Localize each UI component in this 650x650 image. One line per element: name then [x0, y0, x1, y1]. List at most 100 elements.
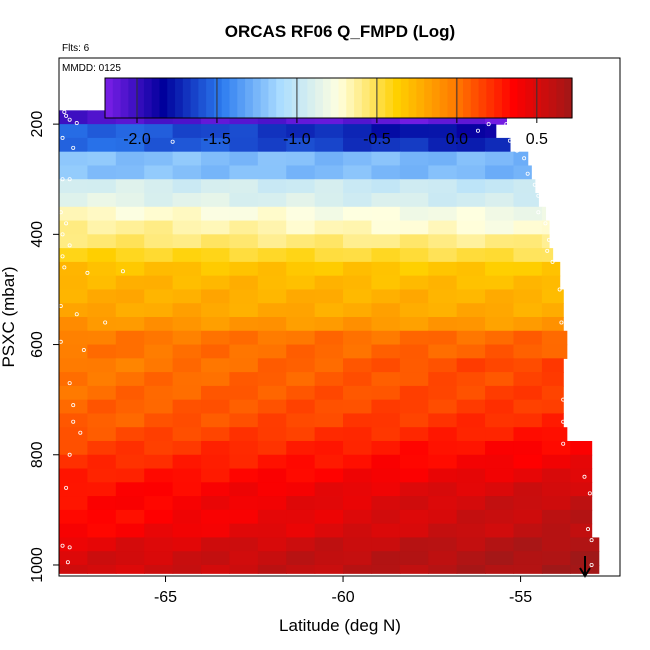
colorbar-segment: [408, 78, 417, 118]
heatmap-cell: [87, 468, 117, 483]
heatmap-cell: [87, 179, 117, 194]
sample-point: [74, 121, 79, 126]
heatmap-cell: [485, 454, 515, 470]
heatmap-cell: [456, 179, 486, 194]
heatmap-cell: [229, 303, 259, 318]
heatmap-cell: [115, 179, 145, 194]
heatmap-cell: [343, 358, 373, 373]
heatmap-cell: [371, 151, 401, 167]
heatmap-cell: [115, 551, 145, 566]
heatmap-cell: [513, 206, 543, 222]
heatmap-cell: [541, 330, 568, 346]
heatmap-cell: [343, 537, 373, 552]
heatmap-cell: [485, 551, 515, 566]
heatmap-cell: [485, 482, 515, 497]
heatmap-cell: [257, 564, 287, 574]
heatmap-cell: [201, 234, 231, 249]
heatmap-cell: [229, 440, 259, 456]
heatmap-cell: [456, 165, 486, 180]
colorbar-segment: [346, 78, 355, 118]
sample-point: [589, 538, 594, 543]
heatmap-cell: [115, 537, 145, 552]
heatmap-cell: [172, 509, 202, 525]
heatmap-cell: [428, 537, 458, 552]
heatmap-cell: [229, 523, 259, 539]
heatmap-cell: [144, 399, 174, 415]
heatmap-cell: [59, 454, 89, 470]
colorbar-segment: [120, 78, 129, 118]
heatmap-cell: [286, 289, 316, 304]
heatmap-cell: [343, 317, 373, 332]
colorbar-segment: [478, 78, 487, 118]
heatmap-cell: [456, 317, 486, 332]
heatmap-cell: [513, 303, 543, 318]
heatmap-cell: [172, 317, 202, 332]
sample-point: [67, 381, 72, 386]
heatmap-cell: [541, 289, 564, 304]
heatmap-cell: [257, 427, 287, 442]
heatmap-cell: [456, 275, 486, 291]
colorbar-tick-label: -1.5: [203, 131, 231, 148]
heatmap-cell: [115, 165, 145, 180]
heatmap-cell: [59, 427, 89, 442]
heatmap-cell: [513, 413, 543, 428]
heatmap-cell: [485, 564, 515, 574]
heatmap-cell: [371, 454, 401, 470]
heatmap-cell: [399, 523, 429, 539]
heatmap-cell: [428, 468, 458, 483]
heatmap-cell: [286, 496, 316, 511]
heatmap-cell: [286, 551, 316, 566]
heatmap-cell: [456, 124, 486, 139]
heatmap-cell: [513, 275, 543, 291]
heatmap-cell: [485, 275, 515, 291]
heatmap-cell: [201, 179, 231, 194]
heatmap-cell: [87, 330, 117, 346]
heatmap-cell: [144, 137, 174, 153]
heatmap-cell: [87, 220, 117, 235]
heatmap-cell: [428, 427, 458, 442]
heatmap-cell: [144, 344, 174, 359]
heatmap-cell: [115, 468, 145, 483]
colorbar: -2.0 -1.5 -1.0 -0.5 0.0 0.5: [104, 77, 573, 148]
heatmap-cell: [371, 124, 401, 139]
colorbar-segment: [525, 78, 534, 118]
heatmap-cell: [399, 564, 429, 574]
heatmap-cell: [115, 385, 145, 401]
heatmap-cell: [343, 261, 373, 277]
heatmap-cell: [59, 137, 89, 153]
colorbar-segment: [377, 78, 386, 118]
colorbar-tick-label: -0.5: [363, 131, 391, 148]
heatmap-cell: [59, 234, 89, 249]
heatmap-cell: [59, 317, 89, 332]
heatmap-cell: [314, 564, 344, 574]
y-axis-label: PSXC (mbar): [0, 266, 18, 367]
heatmap-cell: [399, 399, 429, 415]
heatmap-cell: [343, 399, 373, 415]
colorbar-segment: [354, 78, 363, 118]
colorbar-gradient: [105, 78, 573, 118]
heatmap-cell: [257, 165, 287, 180]
heatmap-cell: [485, 537, 515, 552]
colorbar-segment: [540, 78, 550, 118]
heatmap-cell: [371, 523, 401, 539]
heatmap-cell: [485, 468, 515, 483]
heatmap-cell: [172, 289, 202, 304]
heatmap-cell: [257, 440, 287, 456]
heatmap-cell: [229, 151, 259, 167]
sample-point: [507, 138, 512, 143]
sample-point: [74, 312, 79, 317]
sample-point: [522, 156, 527, 161]
heatmap-cell: [343, 179, 373, 194]
heatmap-cell: [115, 248, 145, 263]
heatmap-cell: [314, 385, 344, 401]
heatmap-cell: [115, 137, 145, 153]
heatmap-cell: [229, 220, 259, 235]
heatmap-cell: [115, 289, 145, 304]
heatmap-cell: [314, 206, 344, 222]
heatmap-cell: [87, 482, 117, 497]
heatmap-cell: [257, 344, 287, 359]
sample-point: [60, 177, 65, 182]
heatmap-cell: [513, 344, 543, 359]
heatmap-cell: [59, 165, 89, 180]
heatmap-cell: [456, 454, 486, 470]
